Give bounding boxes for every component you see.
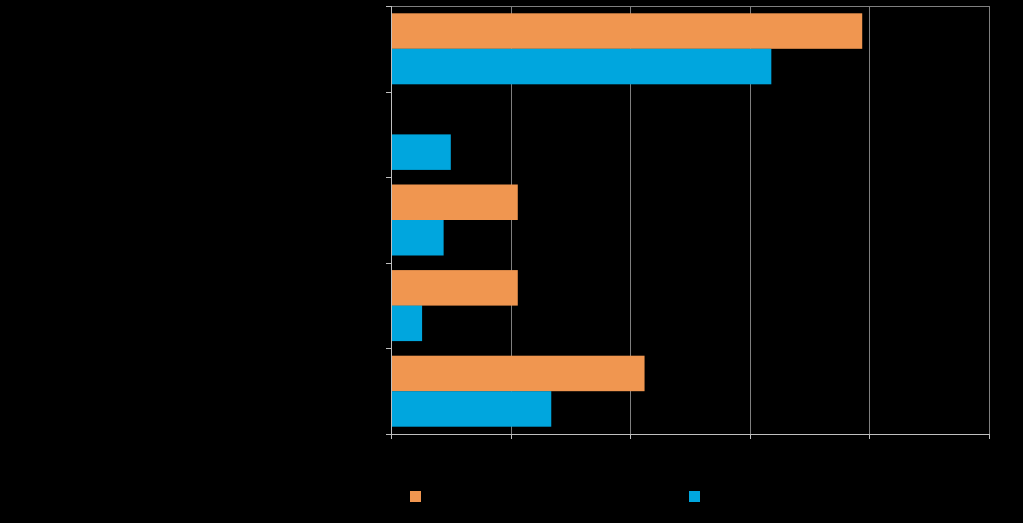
bar-series-2-category-5 xyxy=(391,391,552,427)
bar-series-1-category-5 xyxy=(391,355,645,392)
legend-swatch-series-2 xyxy=(689,491,700,502)
bar-series-2-category-4 xyxy=(391,305,423,342)
bar-series-2-category-2 xyxy=(391,134,451,170)
bar-series-1-category-4 xyxy=(391,270,518,306)
bar-series-1-category-1 xyxy=(391,13,863,49)
bar-series-1-category-3 xyxy=(391,184,518,220)
bar-series-2-category-3 xyxy=(391,220,444,256)
legend xyxy=(410,491,700,502)
axes xyxy=(386,6,990,439)
bar-series-2-category-1 xyxy=(391,48,772,85)
legend-swatch-series-1 xyxy=(410,491,421,502)
bars xyxy=(391,13,863,427)
